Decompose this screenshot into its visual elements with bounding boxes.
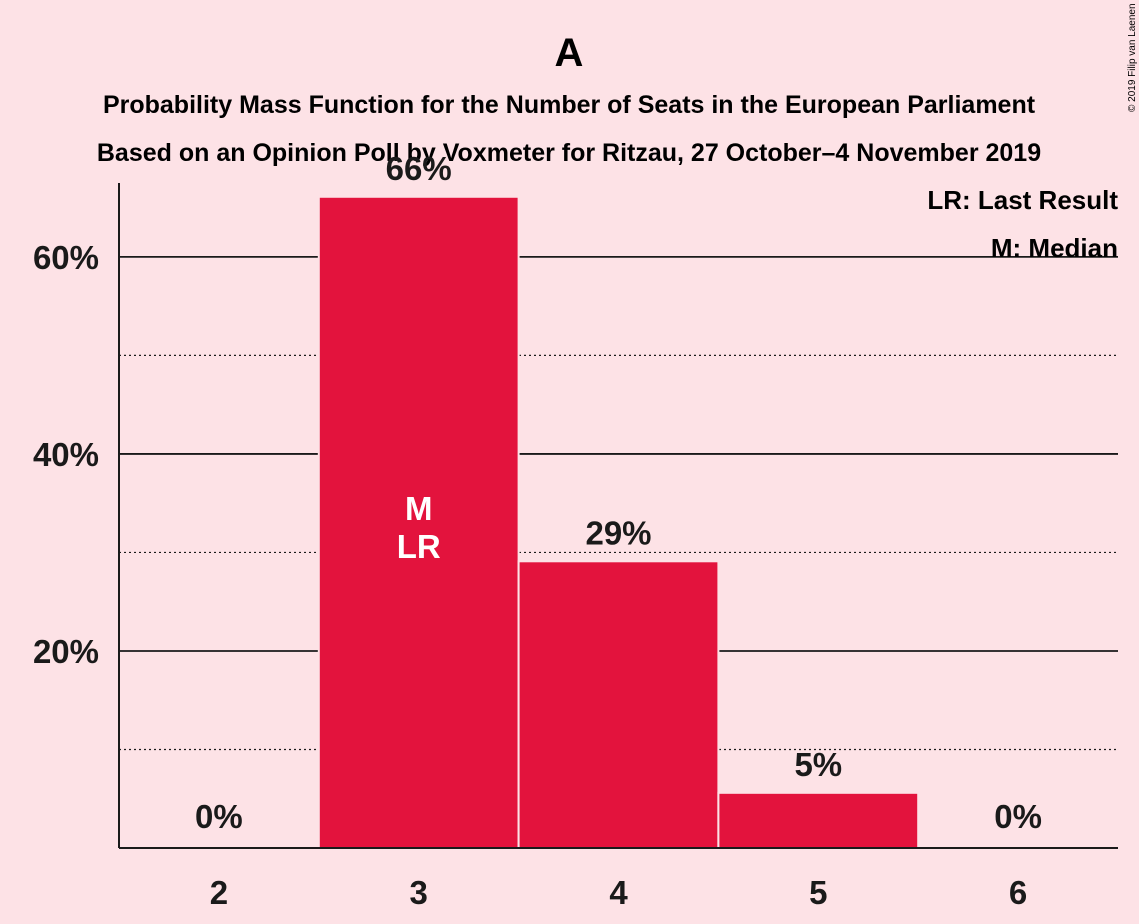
- x-tick-label: 2: [210, 874, 228, 911]
- bar-marker-label: LR: [397, 528, 441, 565]
- x-tick-label: 5: [809, 874, 827, 911]
- y-tick-label: 20%: [33, 633, 99, 670]
- legend-entry-median: M: Median: [991, 233, 1118, 263]
- bar-marker-label: M: [405, 490, 433, 527]
- copyright-notice: © 2019 Filip van Laenen: [1127, 3, 1138, 112]
- y-tick-label: 60%: [33, 239, 99, 276]
- bar: [519, 562, 718, 848]
- data-label: 0%: [994, 798, 1042, 835]
- chart-subtitle-line-2: Based on an Opinion Poll by Voxmeter for…: [97, 139, 1041, 167]
- axes: [118, 183, 1118, 849]
- data-label: 66%: [386, 150, 452, 187]
- bar: [319, 197, 518, 848]
- x-tick-label: 4: [609, 874, 628, 911]
- bar: [719, 793, 918, 848]
- y-tick-label: 40%: [33, 436, 99, 473]
- legend-entry-last-result: LR: Last Result: [927, 185, 1118, 215]
- chart-title: A: [555, 31, 584, 75]
- gridlines: [119, 255, 1118, 751]
- data-label: 29%: [585, 514, 651, 551]
- data-label: 0%: [195, 798, 243, 835]
- x-tick-label: 6: [1009, 874, 1027, 911]
- data-label: 5%: [794, 746, 842, 783]
- chart-subtitle-line-1: Probability Mass Function for the Number…: [103, 91, 1036, 119]
- bars: [317, 195, 920, 848]
- labels: 20% 40% 60% 0% 2 66% 3 MLR 29% 4 5% 5 0% 6: [33, 150, 1042, 911]
- x-tick-label: 3: [410, 874, 428, 911]
